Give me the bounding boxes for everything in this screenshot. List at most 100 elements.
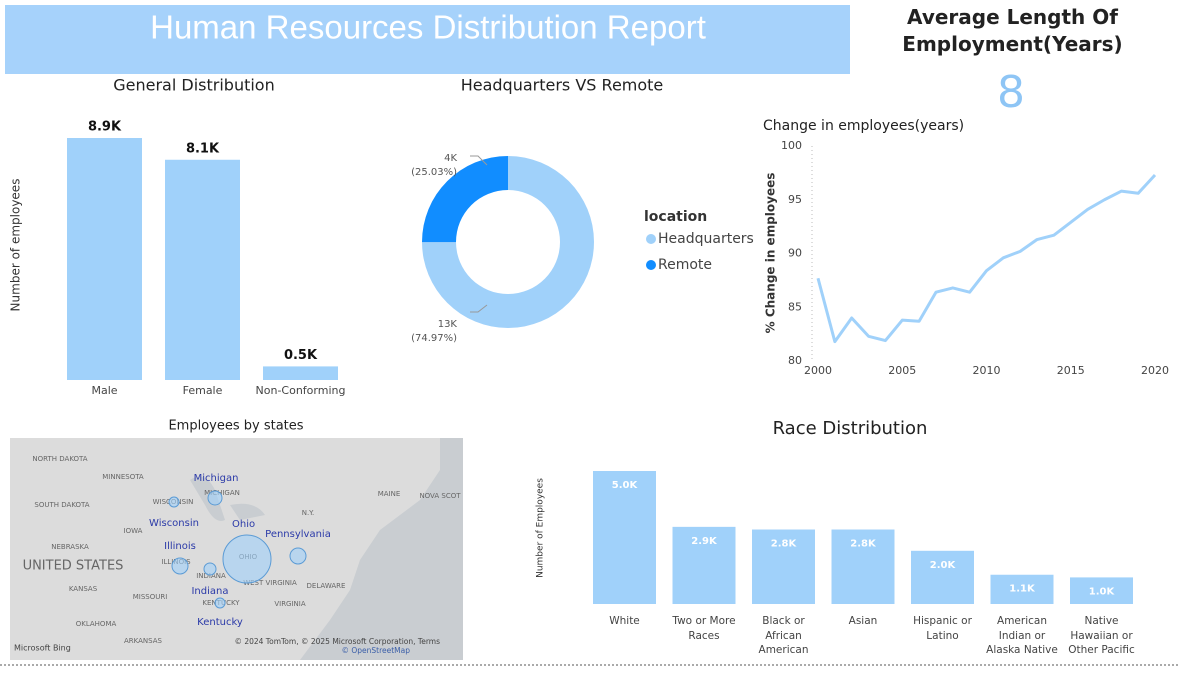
chart-title: General Distribution bbox=[113, 76, 274, 95]
map-region-label: INDIANA bbox=[196, 572, 226, 580]
x-tick-label: Two or More Races bbox=[672, 615, 736, 642]
value-label: 8.9K bbox=[88, 120, 122, 135]
x-tick-label: 2010 bbox=[973, 364, 1001, 377]
map-bubble-label: Michigan bbox=[194, 473, 239, 484]
x-tick-label: White bbox=[609, 615, 640, 627]
value-label: 5.0K bbox=[612, 480, 639, 491]
bar bbox=[263, 366, 338, 380]
leader-line bbox=[470, 155, 488, 166]
map-region-label: NORTH DAKOTA bbox=[32, 455, 87, 463]
map-water bbox=[300, 438, 463, 660]
bar bbox=[752, 529, 815, 604]
legend-label: Headquarters bbox=[658, 231, 754, 247]
chart-title: Change in employees(years) bbox=[763, 118, 964, 134]
x-tick-label: 2005 bbox=[888, 364, 916, 377]
bar bbox=[165, 159, 240, 380]
map-bubble-label: Pennsylvania bbox=[265, 529, 331, 540]
y-tick-label: 90 bbox=[788, 247, 802, 260]
map-region-label: WEST VIRGINIA bbox=[243, 579, 297, 587]
map-region-label: DELAWARE bbox=[307, 582, 346, 590]
x-tick-label: 2020 bbox=[1141, 364, 1169, 377]
map-bubble-label: Illinois bbox=[164, 541, 196, 552]
x-tick-label-box: Hispanic or Latino bbox=[913, 615, 972, 642]
y-tick-label: 80 bbox=[788, 354, 802, 367]
x-tick-label: Hispanic or Latino bbox=[913, 615, 972, 642]
map-region-label: OKLAHOMA bbox=[76, 620, 117, 628]
map-bubble bbox=[203, 562, 217, 576]
legend-swatch bbox=[646, 260, 656, 270]
value-label: 2.9K bbox=[691, 536, 718, 547]
bar bbox=[672, 526, 736, 604]
bar bbox=[911, 550, 974, 604]
map-attribution: © 2024 TomTom, © 2025 Microsoft Corporat… bbox=[234, 637, 440, 646]
x-tick-label: Male bbox=[91, 384, 117, 397]
legend-title: location bbox=[644, 209, 707, 225]
map-bubble-label: Wisconsin bbox=[149, 518, 199, 529]
bar bbox=[67, 138, 142, 380]
x-tick-label: 2000 bbox=[804, 364, 832, 377]
y-tick-label: 100 bbox=[781, 139, 802, 152]
bar bbox=[1070, 577, 1133, 604]
x-tick-label-box: Two or More Races bbox=[672, 615, 736, 642]
map-bubble-label: Ohio bbox=[232, 519, 255, 530]
percent-label: (74.97%) bbox=[411, 333, 457, 344]
map-bubble bbox=[289, 547, 307, 565]
map-bubble bbox=[168, 496, 180, 508]
map-bubble-label: Kentucky bbox=[197, 617, 243, 628]
value-label: 8.1K bbox=[186, 141, 220, 156]
count-label: 13K bbox=[438, 319, 458, 330]
x-tick-label-box: American Indian or Alaska Native bbox=[986, 615, 1058, 656]
map-lakes bbox=[190, 476, 265, 521]
x-tick-label: Asian bbox=[848, 615, 878, 627]
legend-swatch bbox=[646, 234, 656, 244]
bar bbox=[831, 529, 895, 604]
chart-title: Headquarters VS Remote bbox=[461, 76, 664, 95]
map-region-label: VIRGINIA bbox=[274, 600, 306, 608]
y-axis-label: Number of employees bbox=[9, 179, 23, 312]
y-tick-label: 85 bbox=[788, 300, 802, 313]
map-bubble bbox=[222, 534, 272, 584]
x-tick-label: 2015 bbox=[1057, 364, 1085, 377]
map-region-label: N.Y. bbox=[302, 509, 315, 517]
count-label: 4K bbox=[444, 153, 457, 164]
donut-slice bbox=[421, 156, 508, 243]
map-title: Employees by states bbox=[168, 419, 303, 434]
map-region-label: UNITED STATES bbox=[23, 559, 124, 574]
x-tick-label-box: Asian bbox=[848, 615, 878, 627]
x-tick-label: Female bbox=[183, 384, 223, 397]
x-tick-label-box: Black or African American bbox=[758, 615, 809, 656]
bar bbox=[593, 471, 656, 604]
map-bubble bbox=[207, 490, 223, 506]
kpi-title: Average Length Of Employment(Years) bbox=[902, 5, 1123, 56]
x-tick-label: Non-Conforming bbox=[256, 384, 346, 397]
value-label: 1.1K bbox=[1009, 584, 1036, 595]
value-label: 2.0K bbox=[930, 560, 957, 571]
kpi-title-box: Average Length Of Employment(Years) bbox=[902, 5, 1123, 56]
y-tick-label: 95 bbox=[788, 193, 802, 206]
map-region-label: MISSOURI bbox=[133, 593, 168, 601]
map-osm: © OpenStreetMap bbox=[341, 646, 410, 655]
header-title: Human Resources Distribution Report bbox=[150, 9, 706, 46]
map-region-label: IOWA bbox=[124, 527, 143, 535]
map-region-label: KANSAS bbox=[69, 585, 98, 593]
value-label: 1.0K bbox=[1089, 586, 1116, 597]
map-region-label: MICHIGAN bbox=[204, 489, 240, 497]
x-tick-label-box: Native Hawaiian or Other Pacific ... bbox=[1068, 615, 1135, 664]
map-region-label: NEBRASKA bbox=[51, 543, 89, 551]
line-series bbox=[816, 174, 1157, 344]
kpi-value: 8 bbox=[997, 67, 1025, 118]
bar bbox=[990, 574, 1054, 604]
map-bubble-label: Indiana bbox=[191, 586, 228, 597]
y-axis-label: % Change in employees bbox=[764, 173, 778, 334]
map-region-label: NOVA SCOT bbox=[419, 492, 461, 500]
x-tick-label: American Indian or Alaska Native bbox=[986, 615, 1058, 656]
header-band bbox=[5, 5, 850, 74]
x-tick-label-box: White bbox=[609, 615, 640, 627]
value-label: 2.8K bbox=[850, 539, 877, 550]
x-tick-label: Native Hawaiian or Other Pacific ... bbox=[1068, 615, 1135, 664]
donut-slice bbox=[422, 156, 594, 328]
value-label: 0.5K bbox=[284, 348, 318, 363]
legend-label: Remote bbox=[658, 257, 712, 273]
x-tick-label: Black or African American bbox=[758, 615, 809, 656]
